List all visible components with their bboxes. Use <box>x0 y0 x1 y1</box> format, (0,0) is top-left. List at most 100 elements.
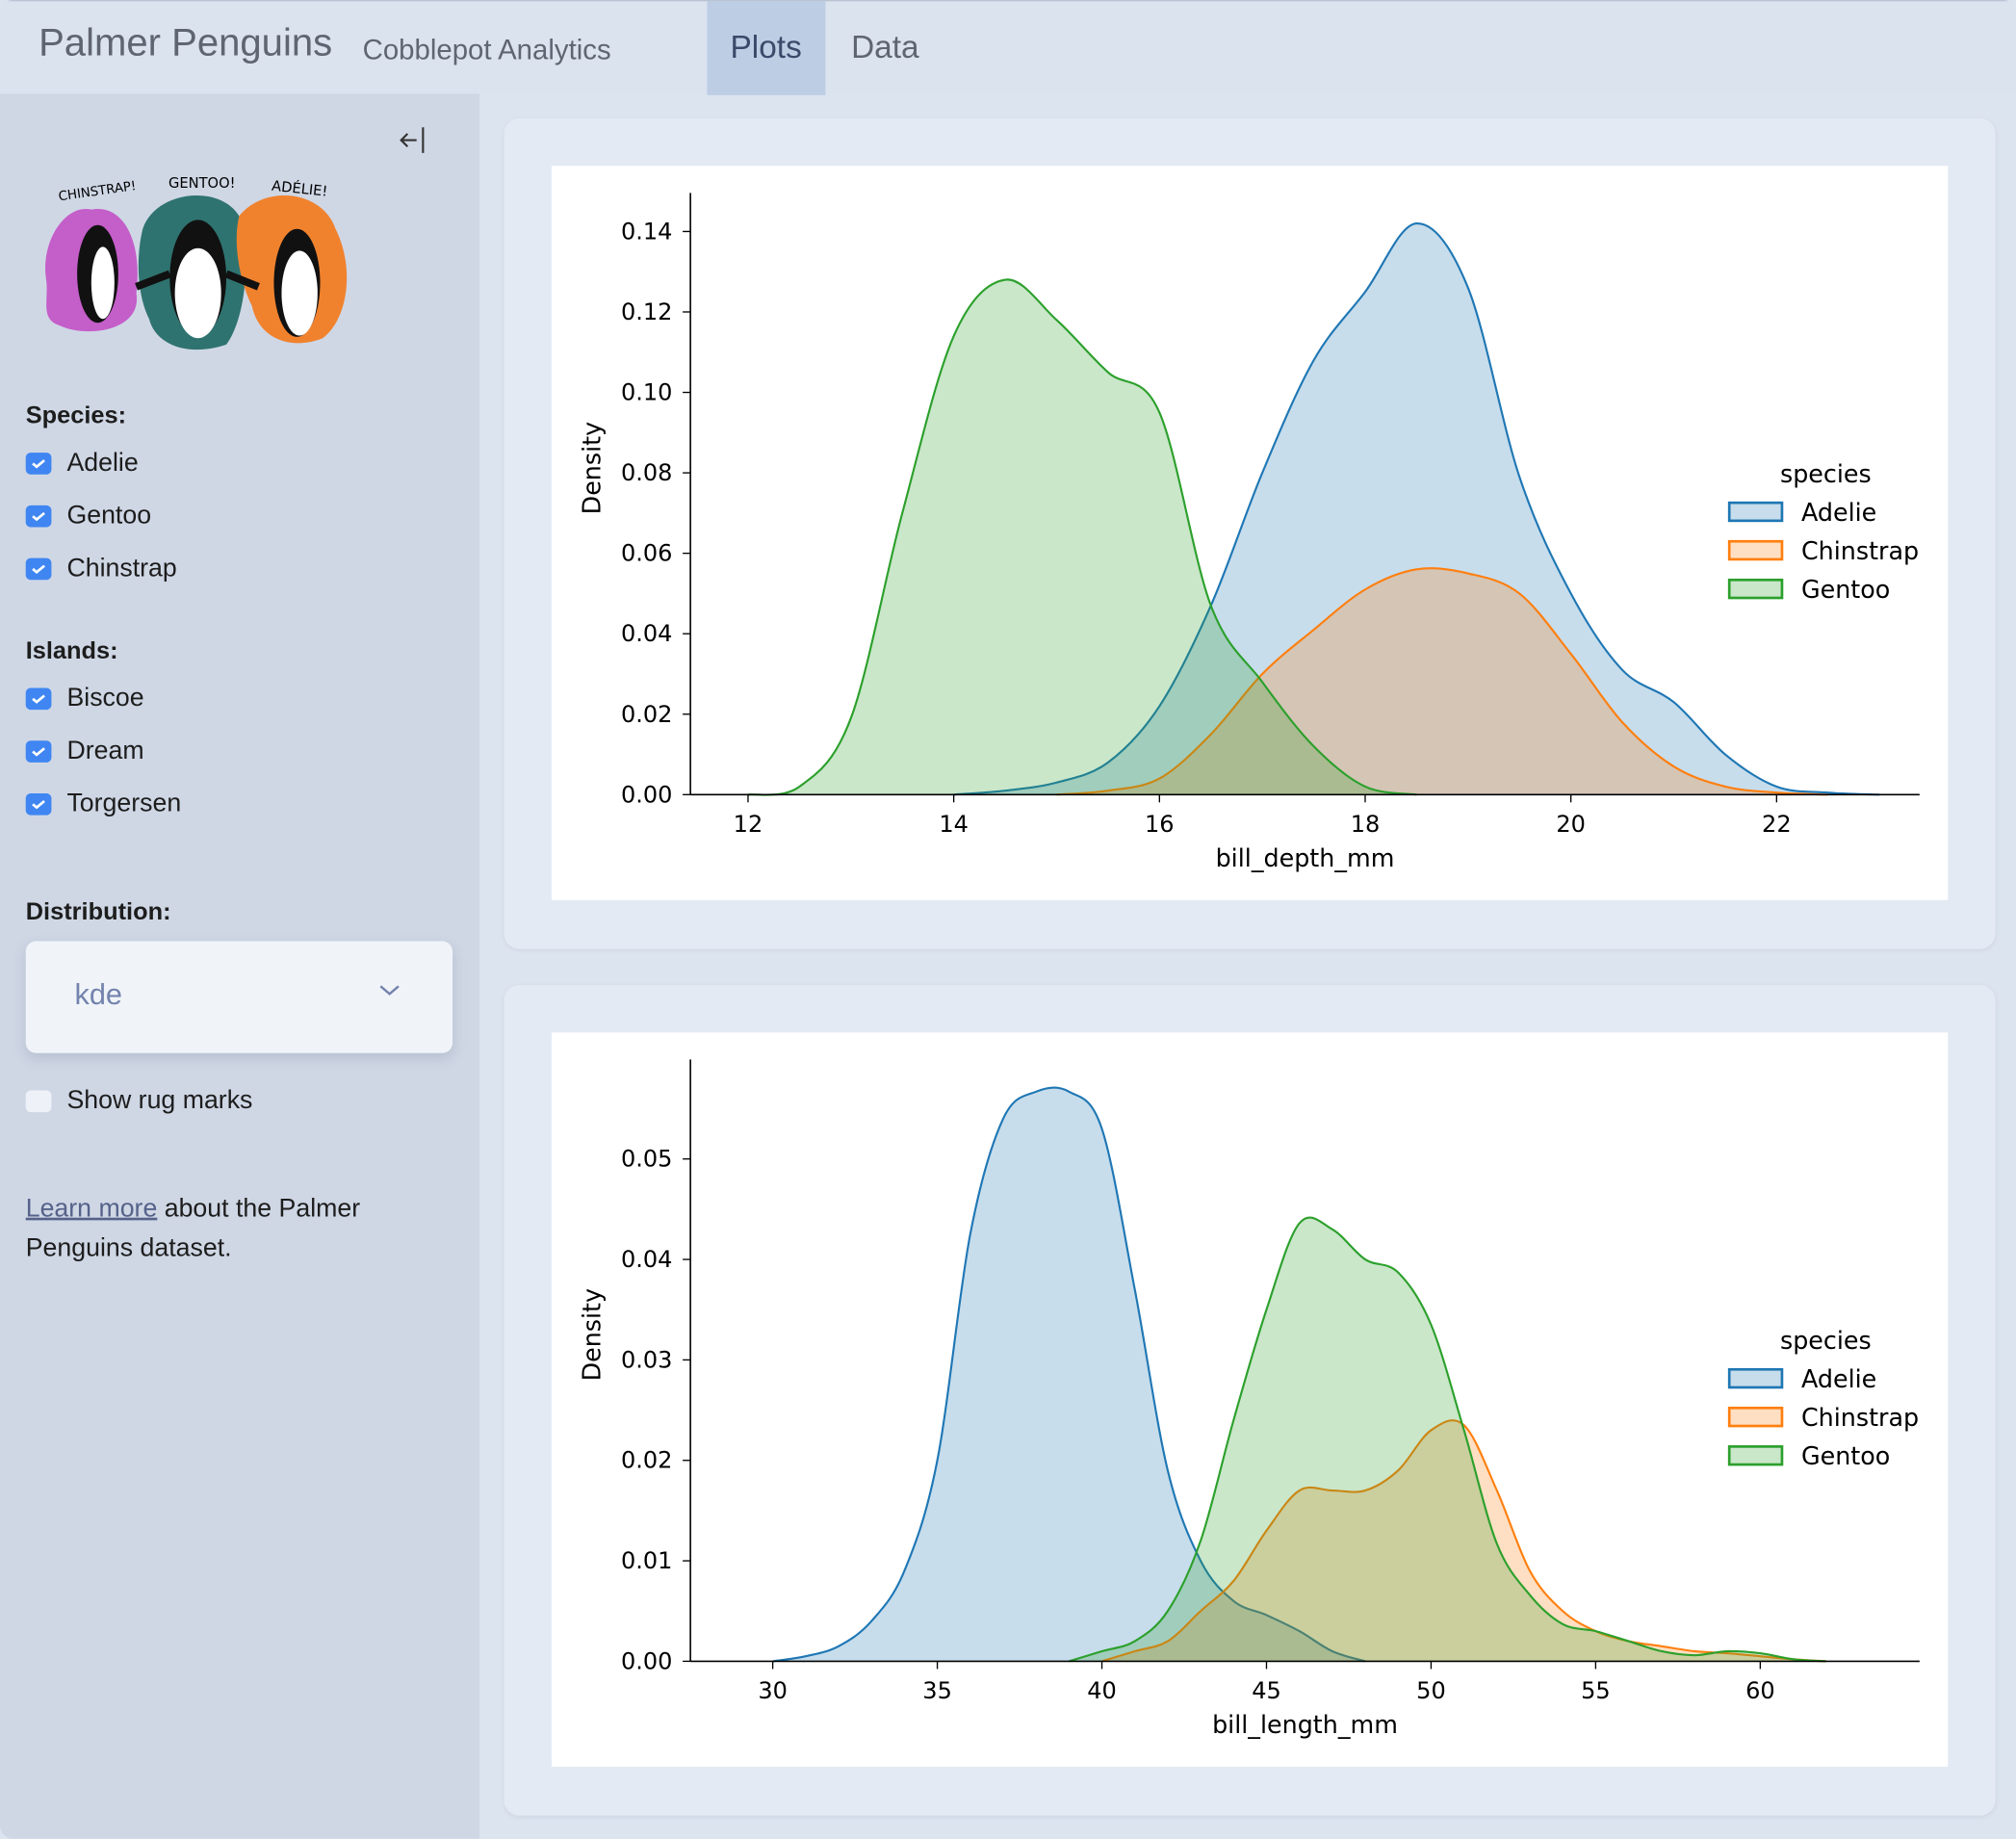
legend-swatch-adelie <box>1727 1367 1784 1389</box>
check-icon <box>32 458 45 468</box>
legend-swatch-adelie <box>1727 501 1784 523</box>
legend-label: Gentoo <box>1801 1441 1890 1470</box>
y-tick-label: 0.03 <box>621 1346 672 1373</box>
y-tick-label: 0.01 <box>621 1547 672 1574</box>
check-icon <box>32 563 45 574</box>
tab-data[interactable]: Data <box>851 29 919 66</box>
rug-marks-label: Show rug marks <box>66 1085 253 1115</box>
kde-line-chinstrap <box>1101 1419 1826 1663</box>
y-tick-label: 0.08 <box>621 459 672 486</box>
x-tick-label: 40 <box>1087 1677 1117 1704</box>
legend-swatch-gentoo <box>1727 1445 1784 1466</box>
check-icon <box>32 746 45 756</box>
distribution-select[interactable]: kde <box>25 941 453 1053</box>
x-axis-label: bill_depth_mm <box>1216 843 1395 872</box>
kde-line-adelie <box>953 222 1880 796</box>
checkbox-label: Chinstrap <box>66 553 177 583</box>
kde-line-gentoo <box>747 278 1417 796</box>
y-tick-label: 0.12 <box>621 298 672 325</box>
legend-label: Chinstrap <box>1801 1403 1919 1432</box>
check-icon <box>32 693 45 704</box>
checkbox-label: Adelie <box>66 448 139 477</box>
checkbox-label: Biscoe <box>66 683 144 712</box>
area-adelie <box>772 1087 1366 1662</box>
check-icon <box>32 511 45 521</box>
x-tick-label: 45 <box>1252 1677 1281 1704</box>
rug-marks-checkbox[interactable]: Show rug marks <box>25 1085 253 1116</box>
area-chinstrap <box>1056 568 1828 795</box>
legend-label: Gentoo <box>1801 575 1890 604</box>
checkbox-gentoo[interactable]: Gentoo <box>25 500 152 531</box>
header: Palmer Penguins Cobblepot Analytics Plot… <box>0 0 2016 95</box>
y-tick-label: 0.05 <box>621 1146 672 1173</box>
legend-swatch-gentoo <box>1727 578 1784 600</box>
checkbox-torgersen[interactable]: Torgersen <box>25 789 182 819</box>
distribution-label: Distribution: <box>25 898 171 926</box>
checkbox-box[interactable] <box>25 686 52 710</box>
y-tick-label: 0.02 <box>621 701 672 728</box>
legend-swatch-chinstrap <box>1727 539 1784 561</box>
checkbox-box[interactable] <box>25 452 52 475</box>
learn-more-text: Learn more about the Palmer Penguins dat… <box>26 1189 412 1269</box>
area-chinstrap <box>1101 1420 1826 1662</box>
sidebar: CHINSTRAP! GENTOO! ADÉLIE! Species: Adel… <box>0 93 480 1839</box>
checkbox-label: Torgersen <box>66 789 182 817</box>
legend-title: species <box>1780 1326 1872 1355</box>
learn-more-rest: about the Palmer Penguins dataset. <box>25 1194 361 1263</box>
x-tick-label: 55 <box>1581 1677 1611 1704</box>
y-tick-label: 0.06 <box>621 540 672 567</box>
distribution-value: kde <box>74 976 122 1011</box>
checkbox-box[interactable] <box>25 739 52 763</box>
x-tick-label: 14 <box>939 811 969 838</box>
x-axis-label: bill_length_mm <box>1212 1710 1398 1739</box>
legend-title: species <box>1780 459 1872 488</box>
area-gentoo <box>747 279 1417 795</box>
x-tick-label: 16 <box>1145 811 1175 838</box>
y-tick-label: 0.04 <box>621 620 672 647</box>
checkbox-dream[interactable]: Dream <box>25 736 144 766</box>
checkbox-label: Gentoo <box>66 501 152 530</box>
y-tick-label: 0.14 <box>621 218 672 245</box>
checkbox-box[interactable] <box>25 1089 52 1112</box>
plot-card-bill-depth: 12 14 16 18 20 22 0.00 0.02 0.04 0.06 0.08 0.10 0.12… <box>504 117 1996 949</box>
legend-label: Adelie <box>1801 1364 1876 1393</box>
x-tick-label: 50 <box>1416 1677 1446 1704</box>
y-tick-label: 0.04 <box>621 1246 672 1273</box>
area-gentoo <box>1069 1217 1826 1662</box>
checkbox-biscoe[interactable]: Biscoe <box>25 683 144 713</box>
kde-line-chinstrap <box>1056 567 1828 796</box>
x-tick-label: 20 <box>1556 811 1586 838</box>
kde-line-adelie <box>772 1086 1366 1663</box>
y-tick-label: 0.02 <box>621 1447 672 1474</box>
legend-label: Adelie <box>1801 498 1876 527</box>
learn-more-link[interactable]: Learn more <box>25 1194 158 1224</box>
checkbox-label: Dream <box>66 736 144 764</box>
tab-plots[interactable]: Plots <box>707 1 825 95</box>
app-title: Palmer Penguins <box>39 21 333 65</box>
app-subtitle: Cobblepot Analytics <box>362 33 611 66</box>
logo-text: GENTOO! <box>168 175 236 192</box>
kde-line-gentoo <box>1069 1216 1826 1663</box>
penguins-logo: CHINSTRAP! GENTOO! ADÉLIE! <box>45 175 348 350</box>
checkbox-box[interactable] <box>25 792 52 816</box>
x-tick-label: 30 <box>758 1677 788 1704</box>
x-tick-label: 60 <box>1745 1677 1775 1704</box>
y-tick-label: 0.00 <box>621 1647 672 1674</box>
logo-text: CHINSTRAP! <box>58 179 137 204</box>
kde-plot-bill-length: 30 35 40 45 50 55 60 0.00 0.01 0.02 0.03 0.04 0.05 bi… <box>551 1032 1949 1767</box>
collapse-sidebar-button[interactable] <box>399 125 426 164</box>
checkbox-chinstrap[interactable]: Chinstrap <box>25 553 177 583</box>
plot-card-bill-length: 30 35 40 45 50 55 60 0.00 0.01 0.02 0.03 0.04 0.05 bi… <box>504 984 1996 1816</box>
checkbox-adelie[interactable]: Adelie <box>25 448 139 479</box>
y-axis-label: Density <box>578 422 607 514</box>
y-tick-label: 0.00 <box>621 781 672 808</box>
check-icon <box>32 799 45 809</box>
checkbox-box[interactable] <box>25 557 52 580</box>
x-tick-label: 18 <box>1351 811 1381 838</box>
x-tick-label: 22 <box>1762 811 1792 838</box>
x-tick-label: 35 <box>922 1677 952 1704</box>
kde-plot-bill-depth: 12 14 16 18 20 22 0.00 0.02 0.04 0.06 0.08 0.10 0.12… <box>551 166 1949 900</box>
area-adelie <box>953 223 1880 795</box>
checkbox-box[interactable] <box>25 505 52 527</box>
